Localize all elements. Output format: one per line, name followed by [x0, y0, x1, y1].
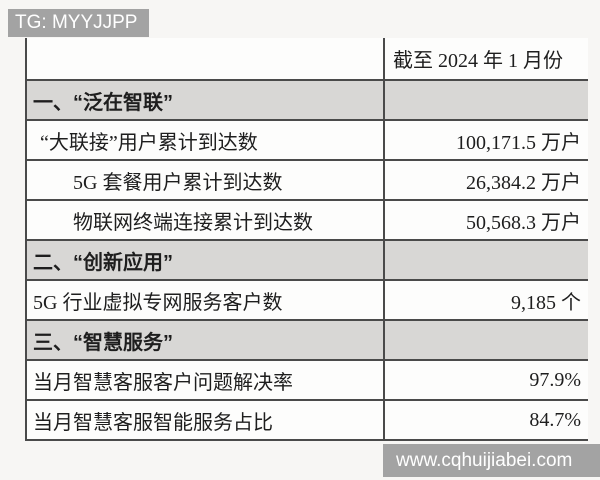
row-label: 当月智慧客服客户问题解决率	[27, 361, 385, 399]
row-value	[385, 321, 588, 359]
table-row: “大联接”用户累计到达数 100,171.5 万户	[27, 121, 588, 161]
header-label-cell	[27, 38, 385, 79]
row-label: 三、“智慧服务”	[27, 321, 385, 359]
row-value: 84.7%	[529, 408, 581, 431]
row-label: 二、“创新应用”	[27, 241, 385, 279]
row-label: “大联接”用户累计到达数	[27, 121, 385, 159]
row-value: 50,568.3 万户	[466, 211, 581, 234]
section-row: 三、“智慧服务”	[27, 321, 588, 361]
table-header-row: 截至 2024 年 1 月份	[27, 38, 588, 81]
section-row: 二、“创新应用”	[27, 241, 588, 281]
table-row: 当月智慧客服智能服务占比 84.7%	[27, 401, 588, 441]
row-label: 5G 套餐用户累计到达数	[27, 161, 385, 199]
table-row: 5G 套餐用户累计到达数 26,384.2 万户	[27, 161, 588, 201]
row-value: 97.9%	[529, 368, 581, 391]
table-body: 一、“泛在智联” “大联接”用户累计到达数 100,171.5 万户 5G 套餐…	[27, 81, 588, 441]
table-row: 当月智慧客服客户问题解决率 97.9%	[27, 361, 588, 401]
row-label: 一、“泛在智联”	[27, 81, 385, 119]
table-row: 物联网终端连接累计到达数 50,568.3 万户	[27, 201, 588, 241]
row-value: 9,185 个	[511, 291, 581, 314]
top-watermark: TG: MYYJJPP	[8, 9, 149, 37]
row-value	[385, 241, 588, 279]
table-row: 5G 行业虚拟专网服务客户数 9,185 个	[27, 281, 588, 321]
section-row: 一、“泛在智联”	[27, 81, 588, 121]
row-label: 当月智慧客服智能服务占比	[27, 401, 385, 439]
header-value-cell: 截至 2024 年 1 月份	[393, 50, 563, 72]
row-value: 26,384.2 万户	[466, 171, 581, 194]
row-value	[385, 81, 588, 119]
row-label: 物联网终端连接累计到达数	[27, 201, 385, 239]
bottom-watermark: www.cqhuijiabei.com	[383, 444, 600, 477]
statistics-table: 截至 2024 年 1 月份 一、“泛在智联” “大联接”用户累计到达数 100…	[25, 38, 588, 441]
row-label: 5G 行业虚拟专网服务客户数	[27, 281, 385, 319]
row-value: 100,171.5 万户	[456, 131, 581, 154]
